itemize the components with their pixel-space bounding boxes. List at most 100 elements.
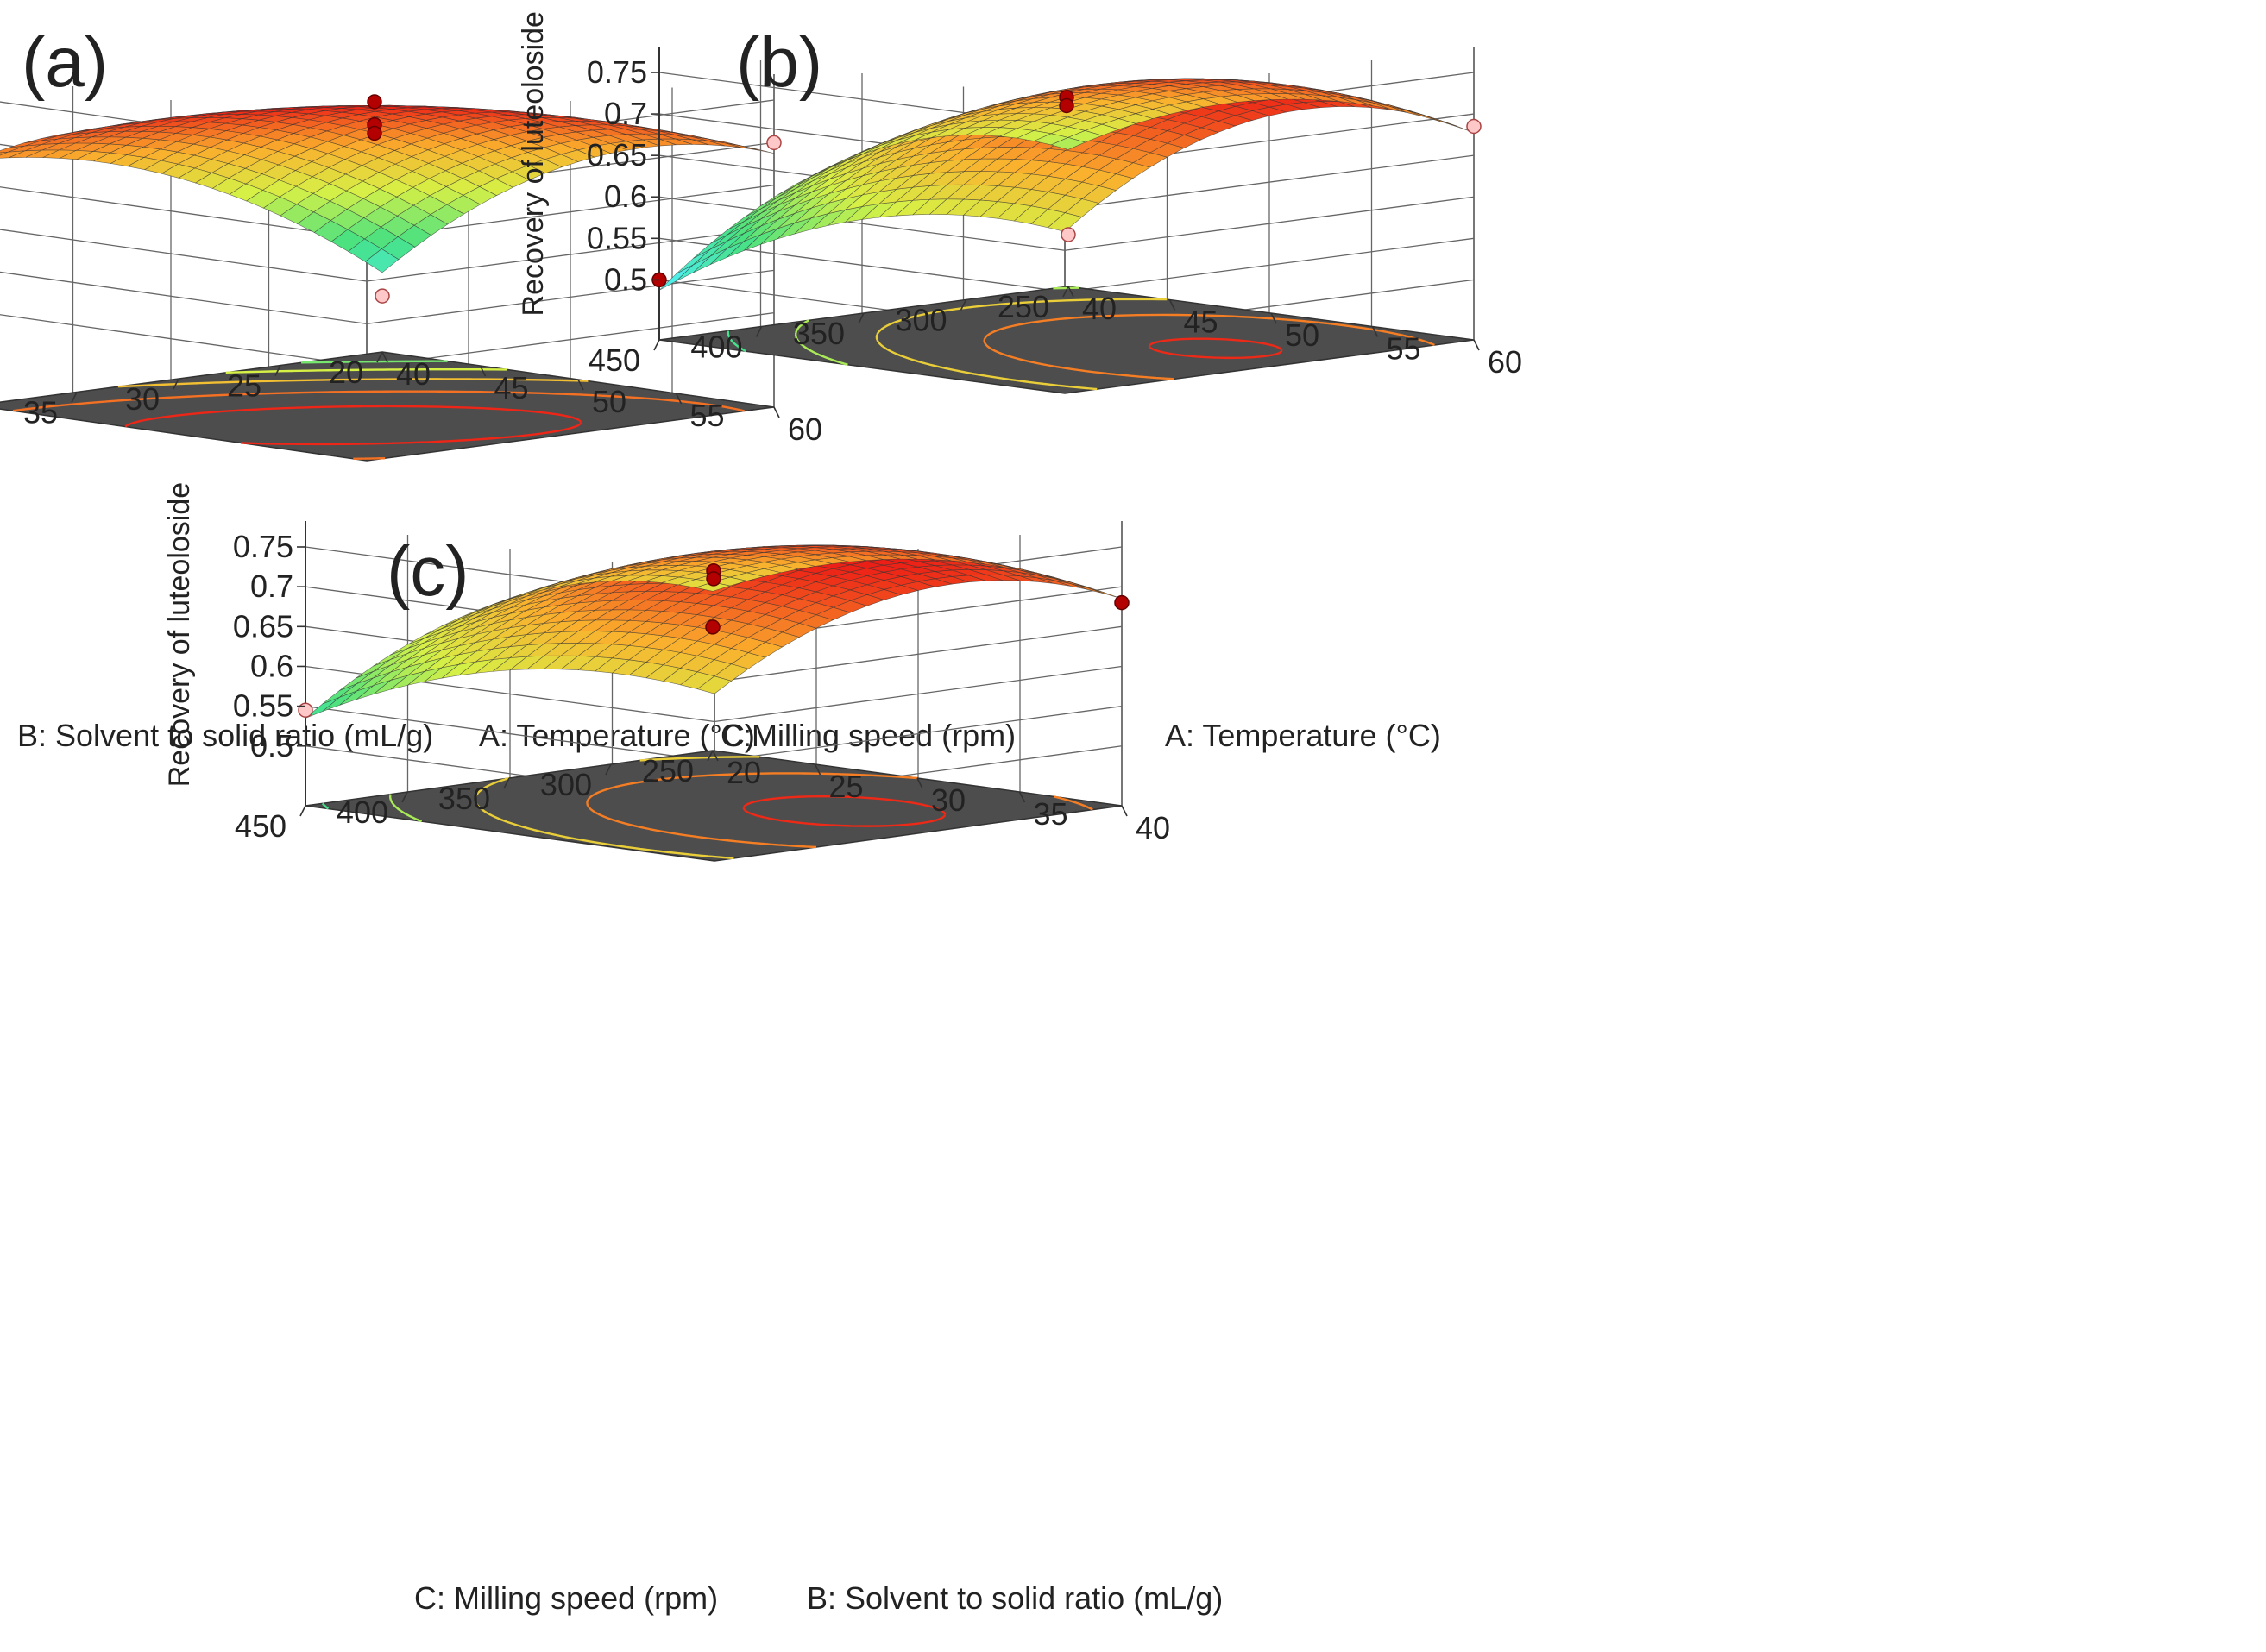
x-tick-mark xyxy=(1121,805,1128,817)
design-point xyxy=(1061,227,1076,242)
contour-line xyxy=(586,772,1093,849)
chart-group: (b) 0.5 0.55 0.6 0.65 0.7 0.75 Recovery of lute… xyxy=(517,11,1522,753)
z-tick-label: 0.65 xyxy=(233,608,293,644)
y-tick-mark xyxy=(173,378,179,390)
x-tick-label: 30 xyxy=(931,782,966,818)
x-tick-label: 25 xyxy=(829,769,864,804)
y-tick-label: 20 xyxy=(329,355,363,390)
x-tick-label: 40 xyxy=(1082,291,1117,326)
contour-line xyxy=(727,330,747,353)
y-tick-label: 400 xyxy=(690,330,742,365)
contour-line xyxy=(474,756,760,860)
y-tick-mark xyxy=(376,351,383,363)
z-tick-label: 0.7 xyxy=(250,568,293,604)
x-tick-mark xyxy=(1067,286,1074,298)
y-axis-label: C:Milling speed (rpm) xyxy=(721,718,1016,753)
y-tick-label: 25 xyxy=(227,368,261,404)
z-tick-label: 0.5 xyxy=(604,261,647,297)
x-tick-mark xyxy=(381,351,388,363)
x-tick-label: 45 xyxy=(494,370,529,405)
x-tick-label: 20 xyxy=(727,755,761,790)
x-tick-mark xyxy=(1168,299,1176,311)
design-point xyxy=(1114,594,1130,611)
z-tick-label: 0.75 xyxy=(587,54,647,90)
y-tick-mark xyxy=(755,326,763,337)
contour-line xyxy=(321,802,330,810)
y-tick-label: 250 xyxy=(642,753,694,788)
contour-line xyxy=(742,795,947,827)
y-tick-mark xyxy=(960,299,967,311)
y-tick-mark xyxy=(401,791,408,803)
x-axis-label: A: Temperature (°C) xyxy=(1165,718,1441,753)
surface-cell xyxy=(364,248,400,273)
panel-b: (b) 0.5 0.55 0.6 0.65 0.7 0.75 Recovery of lute… xyxy=(517,11,1522,753)
x-tick-mark xyxy=(1018,791,1026,803)
x-tick-mark xyxy=(577,379,584,391)
z-tick-label: 0.7 xyxy=(604,96,647,131)
y-tick-mark xyxy=(299,805,306,817)
y-tick-label: 35 xyxy=(23,395,58,430)
x-tick-label: 40 xyxy=(1136,810,1170,845)
y-tick-label: 400 xyxy=(337,795,388,830)
surface-cell xyxy=(1388,105,1424,117)
panel-c: (c) 0.5 0.55 0.6 0.65 0.7 0.75 Recovery of lute… xyxy=(163,482,1223,1616)
surface-cell xyxy=(1050,137,1086,150)
floor-plane xyxy=(305,750,1123,862)
design-point xyxy=(766,135,782,151)
y-axis-label: C: Milling speed (rpm) xyxy=(414,1580,718,1616)
surface-mesh xyxy=(658,78,1475,291)
x-tick-mark xyxy=(712,750,719,762)
design-point xyxy=(706,571,721,587)
contour-line xyxy=(1148,337,1283,360)
y-tick-label: 300 xyxy=(895,303,947,338)
panel-label: (a) xyxy=(22,23,108,102)
chart-group: (c) 0.5 0.55 0.6 0.65 0.7 0.75 Recovery of lute… xyxy=(163,482,1223,1616)
contour-line xyxy=(388,794,423,823)
surface-mesh xyxy=(305,544,1123,719)
floor xyxy=(658,286,1475,394)
z-tick-label: 0.55 xyxy=(233,688,293,724)
y-tick-label: 250 xyxy=(998,289,1049,324)
x-axis-label: B: Solvent to solid ratio (mL/g) xyxy=(807,1580,1223,1616)
x-tick-mark xyxy=(916,777,923,789)
contour-line xyxy=(983,313,1435,380)
x-tick-label: 45 xyxy=(1184,305,1218,340)
design-point xyxy=(1466,118,1482,135)
x-tick-label: 50 xyxy=(1285,317,1319,353)
axes-labels: (c) 0.5 0.55 0.6 0.65 0.7 0.75 Recovery of lute… xyxy=(163,482,1223,1616)
design-point xyxy=(367,94,382,110)
z-tick-label: 0.65 xyxy=(587,137,647,173)
x-tick-mark xyxy=(1371,326,1379,337)
x-tick-mark xyxy=(1270,312,1277,324)
y-tick-label: 300 xyxy=(540,767,592,802)
y-tick-label: 30 xyxy=(125,381,160,417)
surface-mesh xyxy=(0,104,775,273)
z-tick-label: 0.6 xyxy=(250,648,293,683)
x-tick-label: 40 xyxy=(396,356,431,392)
z-tick-label: 0.75 xyxy=(233,529,293,564)
contour-line xyxy=(301,360,448,364)
y-tick-mark xyxy=(653,339,660,351)
x-tick-label: 35 xyxy=(1034,796,1068,832)
panel-label: (c) xyxy=(387,532,469,611)
contour-line xyxy=(225,367,507,374)
z-tick-label: 0.55 xyxy=(587,220,647,255)
x-tick-label: 55 xyxy=(690,398,725,433)
y-axis-label: B: Solvent to solid ratio (mL/g) xyxy=(17,718,433,753)
z-tick-label: 0.5 xyxy=(250,728,293,763)
z-tick-label: 0.6 xyxy=(604,179,647,214)
panel-label: (b) xyxy=(736,23,822,102)
x-tick-mark xyxy=(479,365,487,377)
y-tick-mark xyxy=(605,763,612,776)
contour-line xyxy=(875,298,1168,391)
design-point xyxy=(705,619,721,635)
z-axis-label: Recovery of luteoloside xyxy=(517,11,550,316)
y-tick-label: 350 xyxy=(438,781,490,816)
x-tick-label: 55 xyxy=(1387,331,1421,367)
contour-line xyxy=(12,390,745,460)
y-tick-mark xyxy=(274,365,281,376)
floor-plane xyxy=(658,286,1475,394)
